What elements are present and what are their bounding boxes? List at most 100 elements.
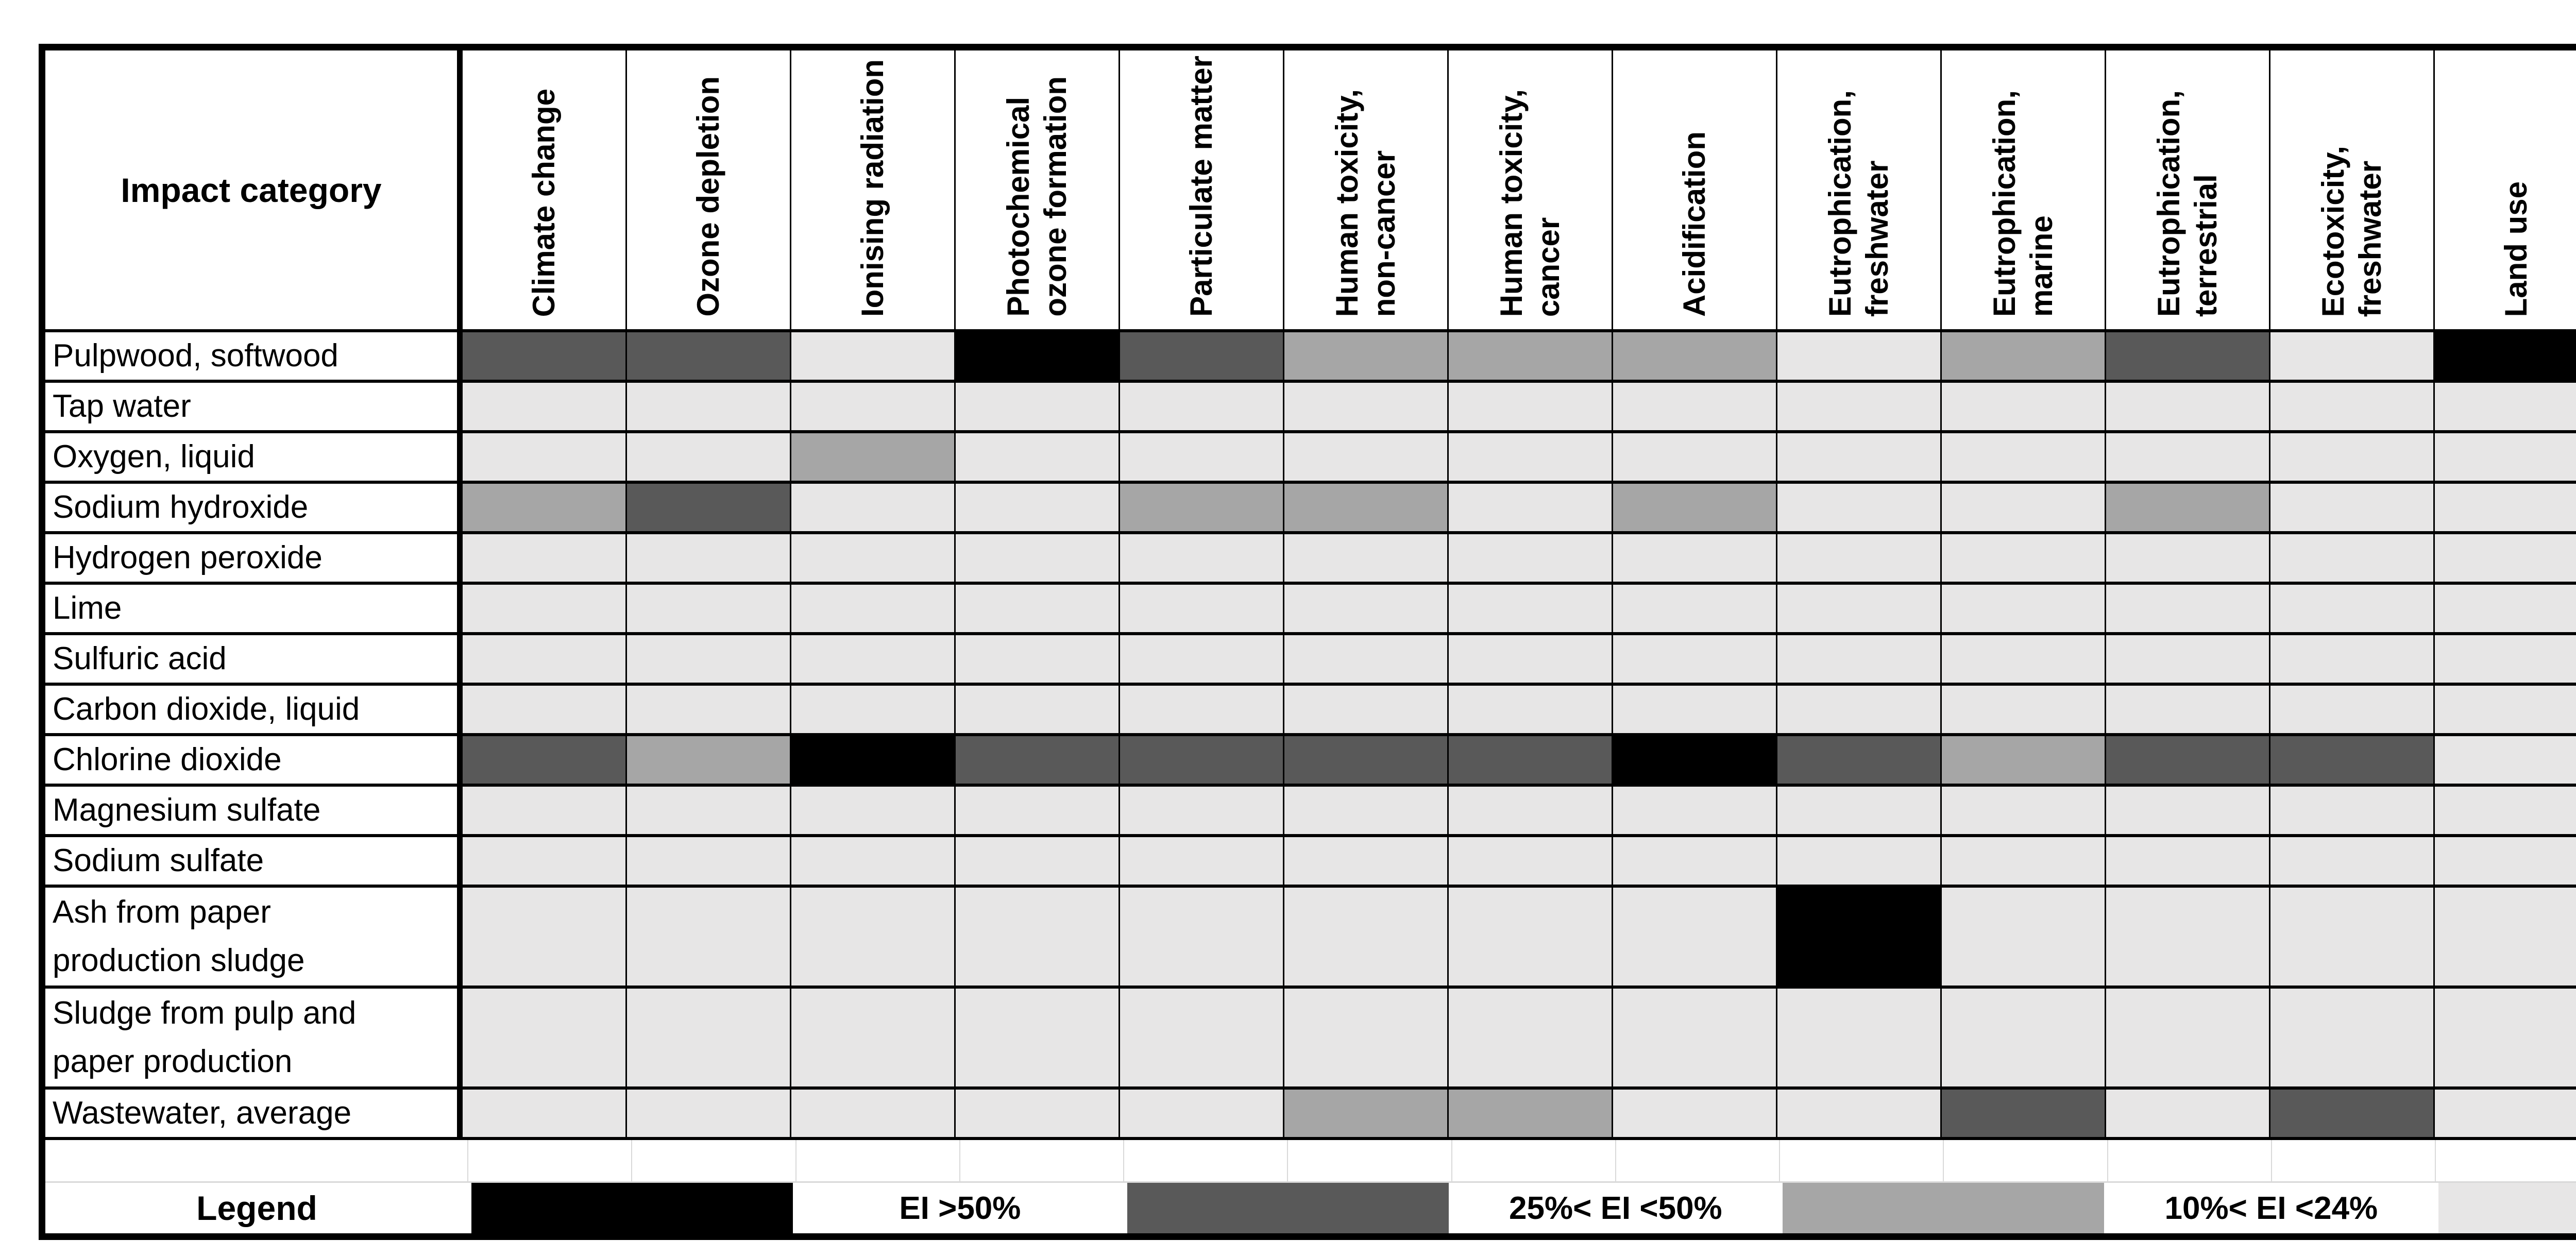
legend-swatch: [1783, 1183, 2105, 1233]
heatmap-cell: [1447, 837, 1612, 885]
heatmap-cell: [1776, 585, 1940, 632]
heatmap-cell: [1447, 635, 1612, 683]
table-row: Pulpwood, softwood: [45, 332, 2576, 383]
heatmap-cell: [625, 686, 790, 733]
heatmap-cell: [954, 635, 1118, 683]
row-label: Carbon dioxide, liquid: [45, 686, 463, 733]
heatmap-cell: [954, 585, 1118, 632]
spacer-cell: [45, 1140, 468, 1181]
heatmap-cell: [1612, 686, 1776, 733]
spacer-cell: [959, 1140, 1123, 1181]
row-label: Sodium sulfate: [45, 837, 463, 885]
heatmap-cell: [954, 736, 1118, 784]
heatmap-cell: [2105, 433, 2269, 481]
table-row: Magnesium sulfate: [45, 787, 2576, 837]
column-header: Human toxicity, non-cancer: [1283, 50, 1447, 329]
legend-swatch: [471, 1183, 793, 1233]
heatmap-cell: [1940, 332, 2105, 380]
heatmap-cell: [463, 736, 625, 784]
heatmap-cell: [2105, 534, 2269, 582]
heatmap-cell: [1283, 787, 1447, 834]
heatmap-cell: [1776, 686, 1940, 733]
heatmap-cell: [625, 1090, 790, 1137]
legend-swatch-cell: [1124, 1183, 1452, 1233]
heatmap-cell: [625, 433, 790, 481]
column-header-text: Acidification: [1677, 131, 1711, 317]
heatmap-cell: [1776, 1090, 1940, 1137]
heatmap-cell: [1447, 736, 1612, 784]
row-label: Pulpwood, softwood: [45, 332, 463, 380]
heatmap-cell: [1776, 837, 1940, 885]
heatmap-cell: [1612, 433, 1776, 481]
legend-text: 10%< EI <24%: [2164, 1190, 2378, 1226]
heatmap-cell: [790, 534, 954, 582]
row-label: Oxygen, liquid: [45, 433, 463, 481]
heatmap-cell: [1283, 888, 1447, 986]
heatmap-cell: [1776, 534, 1940, 582]
heatmap-cell: [2105, 585, 2269, 632]
heatmap-cell: [2269, 534, 2433, 582]
heatmap-cell: [1447, 383, 1612, 430]
heatmap-cell: [2105, 837, 2269, 885]
row-label: Sulfuric acid: [45, 635, 463, 683]
heatmap-cell: [1283, 1090, 1447, 1137]
spacer-cell: [795, 1140, 959, 1181]
heatmap-cell: [954, 383, 1118, 430]
table-row: Sulfuric acid: [45, 635, 2576, 686]
heatmap-cell: [1940, 888, 2105, 986]
heatmap-cell: [1118, 484, 1283, 531]
heatmap-cell: [790, 736, 954, 784]
heatmap-cell: [954, 534, 1118, 582]
heatmap-cell: [1118, 534, 1283, 582]
heatmap-cell: [463, 989, 625, 1086]
table-row: Carbon dioxide, liquid: [45, 686, 2576, 736]
heatmap-cell: [790, 635, 954, 683]
column-header: Climate change: [463, 50, 625, 329]
row-label: Sludge from pulp and paper production: [45, 989, 463, 1086]
heatmap-cell: [790, 787, 954, 834]
heatmap-cell: [1776, 888, 1940, 986]
table-row: Chlorine dioxide: [45, 736, 2576, 787]
heatmap-cell: [2269, 837, 2433, 885]
heatmap-cell: [1118, 888, 1283, 986]
heatmap-cell: [2433, 1090, 2576, 1137]
heatmap-cell: [463, 585, 625, 632]
column-header: Ecotoxicity, freshwater: [2269, 50, 2433, 329]
heatmap-cell: [790, 332, 954, 380]
heatmap-cell: [1940, 787, 2105, 834]
spacer-cell: [631, 1140, 795, 1181]
heatmap-cell: [1447, 433, 1612, 481]
legend-swatch-cell: [468, 1183, 796, 1233]
heatmap-cell: [1283, 332, 1447, 380]
heatmap-cell: [2433, 686, 2576, 733]
heatmap-cell: [2433, 383, 2576, 430]
legend-swatch-cell: [1780, 1183, 2107, 1233]
heatmap-cell: [1612, 1090, 1776, 1137]
heatmap-cell: [1612, 736, 1776, 784]
heatmap-cell: [2269, 1090, 2433, 1137]
spacer-row: [45, 1140, 2576, 1183]
heatmap-cell: [1940, 686, 2105, 733]
legend-row: Legend EI >50%25%< EI <50%10%< EI <24%EI…: [45, 1183, 2576, 1233]
heatmap-cell: [1940, 585, 2105, 632]
heatmap-cell: [1447, 686, 1612, 733]
heatmap-cell: [1776, 383, 1940, 430]
heatmap-cell: [463, 484, 625, 531]
heatmap-cell: [1283, 736, 1447, 784]
heatmap-cell: [2269, 383, 2433, 430]
column-header-text: Land use: [2499, 181, 2533, 317]
heatmap-cell: [1940, 736, 2105, 784]
row-label: Tap water: [45, 383, 463, 430]
heatmap-cell: [954, 1090, 1118, 1137]
heatmap-cell: [625, 888, 790, 986]
heatmap-cell: [1447, 1090, 1612, 1137]
heatmap-cell: [2105, 1090, 2269, 1137]
legend-swatch-cell: [2435, 1183, 2576, 1233]
heatmap-cell: [625, 332, 790, 380]
table-row: Sodium sulfate: [45, 837, 2576, 888]
column-header: Ozone depletion: [625, 50, 790, 329]
heatmap-cell: [1612, 484, 1776, 531]
heatmap-cell: [1283, 837, 1447, 885]
heatmap-cell: [625, 484, 790, 531]
header-row: Impact category Climate change Ozone depl…: [45, 50, 2576, 332]
